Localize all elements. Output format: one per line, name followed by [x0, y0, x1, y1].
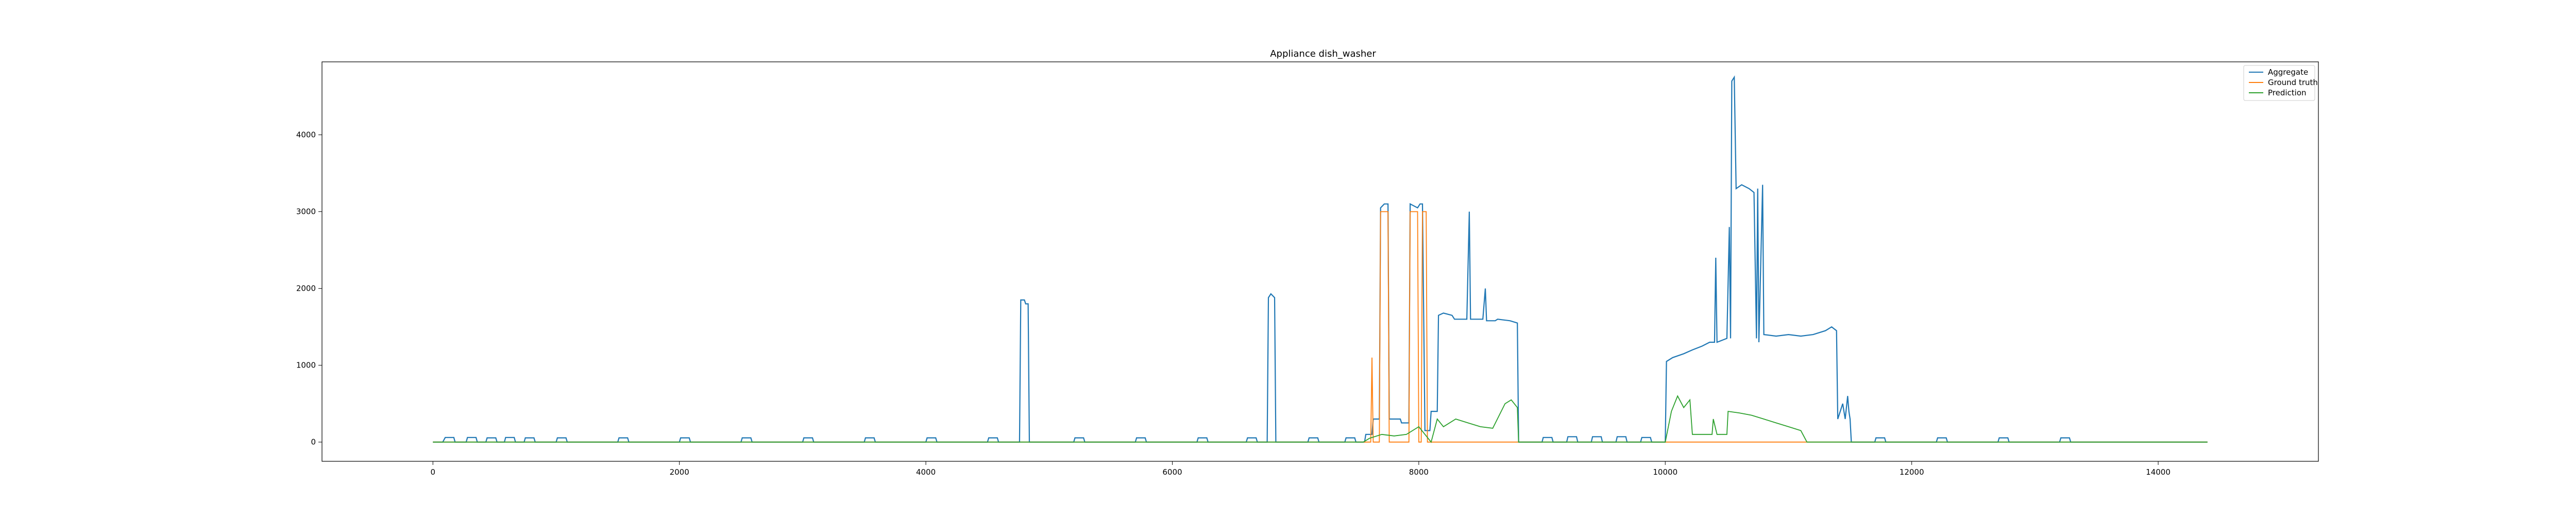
x-tick-label: 10000: [1653, 467, 1677, 477]
legend-box: [2243, 65, 2315, 101]
legend-label-ground-truth: Ground truth: [2268, 78, 2318, 87]
legend-label-aggregate: Aggregate: [2268, 68, 2308, 77]
y-axis: 0 1000 2000 3000 4000: [296, 130, 322, 447]
y-tick-label: 3000: [296, 207, 316, 216]
x-tick-label: 14000: [2146, 467, 2171, 477]
x-tick-label: 0: [431, 467, 436, 477]
legend: Aggregate Ground truth Prediction: [2243, 65, 2318, 101]
plot-frame: [321, 61, 2319, 462]
x-tick-label: 2000: [670, 467, 689, 477]
y-tick-label: 4000: [296, 130, 316, 140]
legend-label-prediction: Prediction: [2268, 88, 2307, 97]
series-line-prediction: [433, 395, 2208, 443]
x-tick-label: 12000: [1900, 467, 1924, 477]
y-tick-label: 1000: [296, 361, 316, 370]
chart-title: Appliance dish_washer: [1270, 48, 1376, 59]
series-line-aggregate: [433, 75, 2208, 443]
series-line-ground-truth: [433, 211, 2208, 443]
series-layer: [433, 75, 2208, 443]
x-tick-label: 6000: [1162, 467, 1182, 477]
x-tick-label: 8000: [1409, 467, 1429, 477]
y-tick-label: 2000: [296, 284, 316, 293]
x-axis: 0 2000 4000 6000 8000 10000 12000 14000: [431, 461, 2171, 477]
y-tick-label: 0: [311, 438, 316, 447]
x-tick-label: 4000: [916, 467, 936, 477]
